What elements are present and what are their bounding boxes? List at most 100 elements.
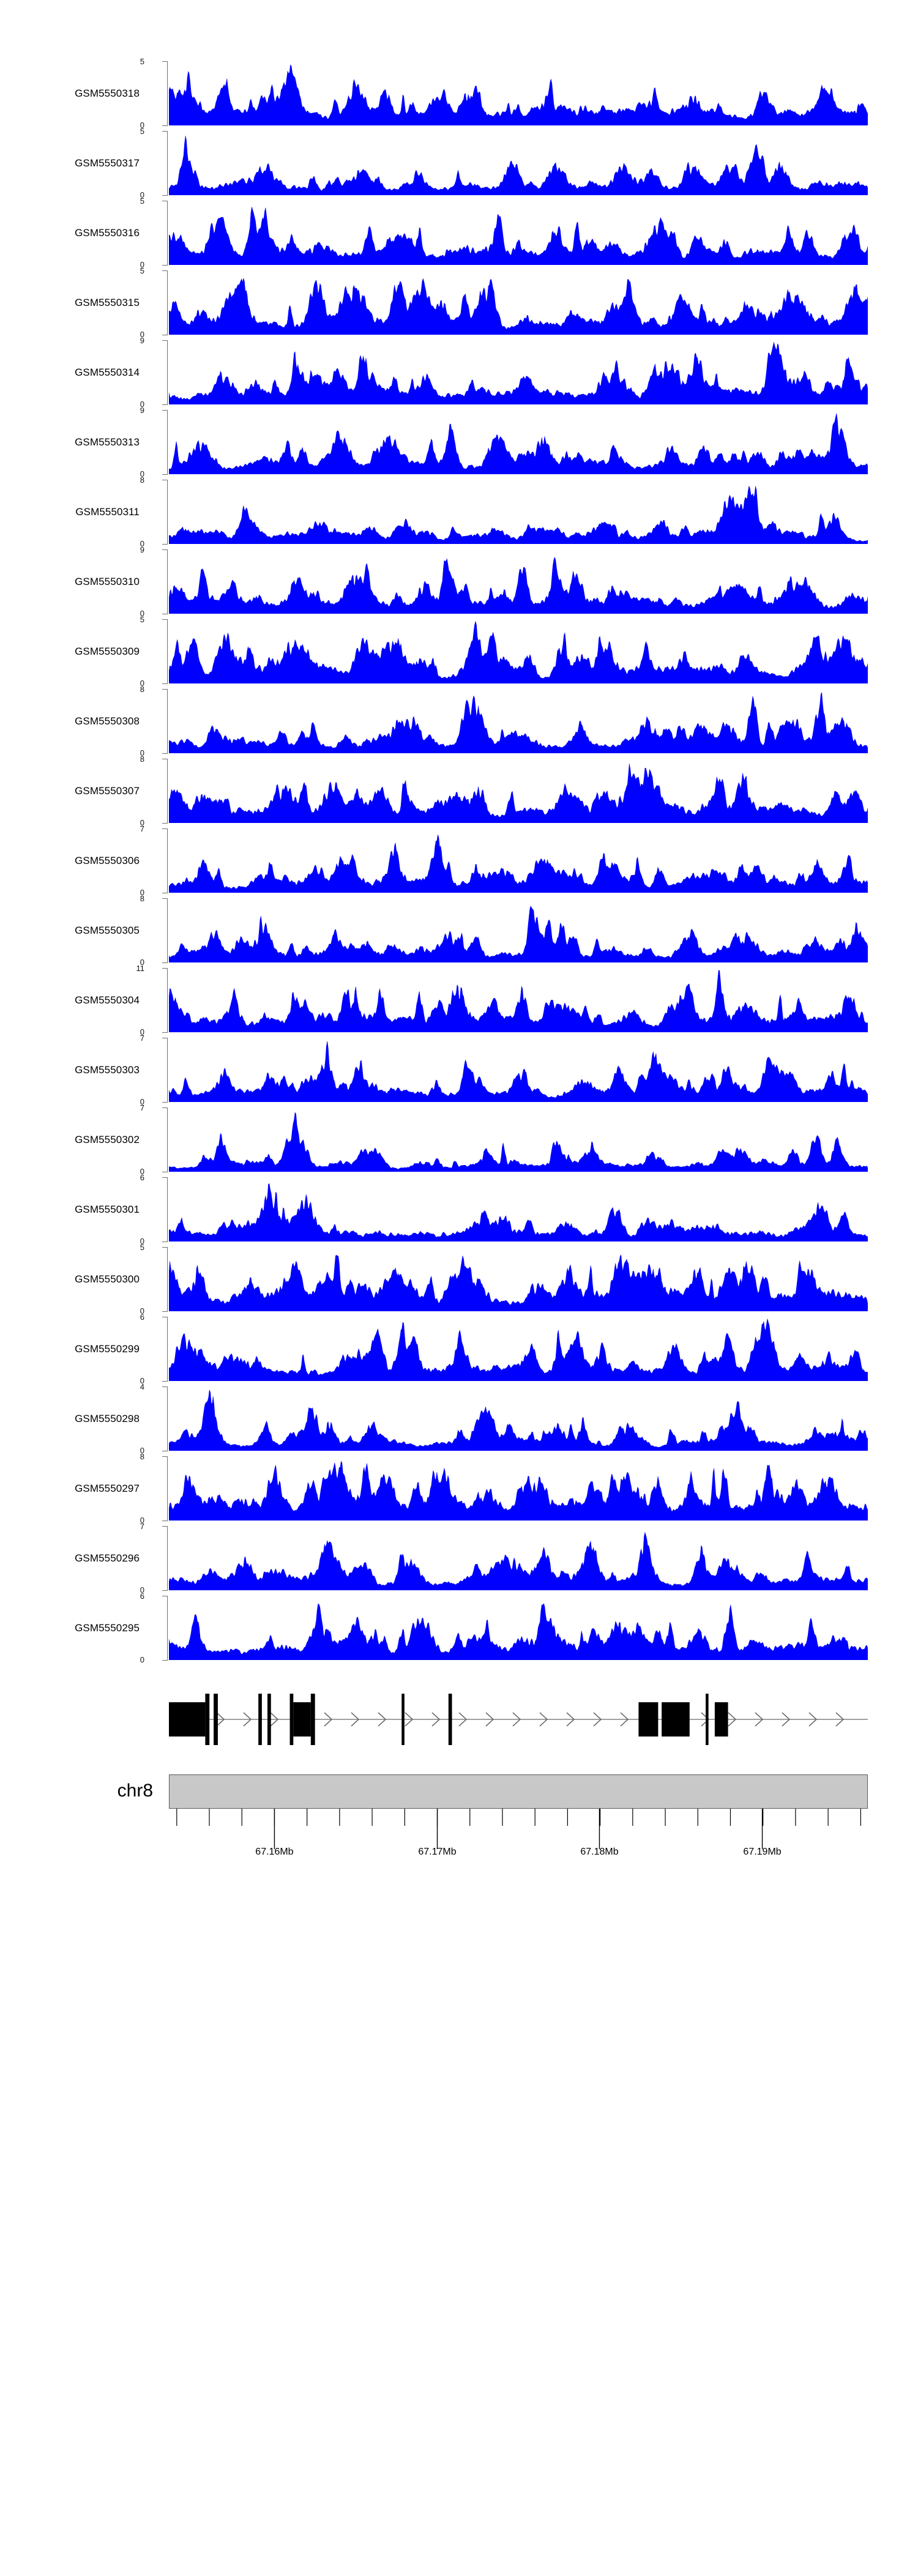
- y-axis-min-label: 0: [140, 609, 144, 618]
- ruler-tick-label: 67.17Mb: [418, 1847, 457, 1857]
- y-axis-max-label: 7: [140, 1522, 144, 1531]
- y-axis-min-label: 0: [140, 818, 144, 827]
- y-axis-max-label: 8: [140, 754, 144, 764]
- y-axis-spine: [167, 1456, 168, 1521]
- y-axis-bottom-tick: [162, 962, 168, 963]
- coverage-area-plot[interactable]: [169, 689, 868, 753]
- y-axis-top-tick: [162, 1247, 168, 1248]
- track-sample-label[interactable]: GSM5550314: [75, 366, 140, 378]
- y-axis-spine: [167, 1247, 168, 1311]
- coverage-area-plot[interactable]: [169, 270, 868, 335]
- y-axis-min-label: 0: [140, 400, 144, 409]
- track-sample-label[interactable]: GSM5550310: [75, 575, 140, 587]
- coverage-area-plot[interactable]: [169, 480, 868, 544]
- ruler-tick-label: 67.18Mb: [580, 1847, 619, 1857]
- y-axis-top-tick: [162, 410, 168, 411]
- genome-coordinate-ruler: 67.16Mb 67.17Mb 67.18Mb 67.19Mb: [169, 1809, 868, 1900]
- y-axis-spine: [167, 61, 168, 125]
- track-sample-label[interactable]: GSM5550296: [75, 1552, 140, 1564]
- y-axis-top-tick: [162, 828, 168, 829]
- y-axis-top-tick: [162, 1526, 168, 1527]
- track-sample-label[interactable]: GSM5550306: [75, 854, 140, 866]
- y-axis-spine: [167, 689, 168, 753]
- y-axis-max-label: 5: [140, 266, 144, 275]
- track-sample-label[interactable]: GSM5550301: [75, 1203, 140, 1215]
- y-axis-min-label: 0: [140, 1237, 144, 1246]
- y-axis-max-label: 8: [140, 894, 144, 903]
- coverage-area-plot[interactable]: [169, 898, 868, 962]
- track-sample-label[interactable]: GSM5550302: [75, 1133, 140, 1145]
- coverage-area-plot[interactable]: [169, 1317, 868, 1381]
- coverage-area-plot[interactable]: [169, 1456, 868, 1521]
- track-sample-label[interactable]: GSM5550313: [75, 436, 140, 448]
- y-axis-max-label: 7: [140, 1103, 144, 1112]
- y-axis-min-label: 0: [140, 190, 144, 199]
- coverage-area-plot[interactable]: [169, 1107, 868, 1172]
- track-sample-label[interactable]: GSM5550317: [75, 157, 140, 169]
- track-sample-label[interactable]: GSM5550318: [75, 87, 140, 99]
- track-sample-label[interactable]: GSM5550316: [75, 226, 140, 239]
- track-sample-label[interactable]: GSM5550309: [75, 645, 140, 657]
- y-axis-bottom-tick: [162, 1660, 168, 1661]
- track-sample-label[interactable]: GSM5550311: [75, 505, 140, 518]
- chromosome-ideogram-bar[interactable]: [169, 1774, 868, 1809]
- y-axis-min-label: 0: [140, 330, 144, 339]
- coverage-area-plot[interactable]: [169, 828, 868, 893]
- y-axis-spine: [167, 1387, 168, 1451]
- y-axis-max-label: 9: [140, 406, 144, 415]
- track-sample-label[interactable]: GSM5550300: [75, 1273, 140, 1285]
- coverage-area-plot[interactable]: [169, 1038, 868, 1102]
- y-axis-spine: [167, 619, 168, 683]
- coverage-area-plot[interactable]: [169, 201, 868, 265]
- coverage-area-plot[interactable]: [169, 1387, 868, 1451]
- y-axis-spine: [167, 1038, 168, 1102]
- y-axis-top-tick: [162, 1107, 168, 1108]
- track-sample-label[interactable]: GSM5550304: [75, 994, 140, 1006]
- y-axis-bottom-tick: [162, 1590, 168, 1591]
- y-axis-spine: [167, 1317, 168, 1381]
- coverage-area-plot[interactable]: [169, 1177, 868, 1241]
- track-sample-label[interactable]: GSM5550298: [75, 1412, 140, 1424]
- coverage-area-plot[interactable]: [169, 968, 868, 1032]
- y-axis-spine: [167, 1596, 168, 1660]
- y-axis-max-label: 8: [140, 1452, 144, 1461]
- y-axis-min-label: 0: [140, 1446, 144, 1455]
- y-axis-min-label: 0: [140, 539, 144, 548]
- y-axis-top-tick: [162, 270, 168, 271]
- track-sample-label[interactable]: GSM5550308: [75, 715, 140, 727]
- chromosome-row: chr8: [0, 1774, 918, 1823]
- coverage-area-plot[interactable]: [169, 1596, 868, 1660]
- y-axis-top-tick: [162, 549, 168, 550]
- gene-model-track[interactable]: [169, 1683, 868, 1756]
- track-sample-label[interactable]: GSM5550303: [75, 1063, 140, 1076]
- track-sample-label[interactable]: GSM5550307: [75, 784, 140, 797]
- track-sample-label[interactable]: GSM5550299: [75, 1342, 140, 1355]
- coverage-area-plot[interactable]: [169, 61, 868, 125]
- y-axis-top-tick: [162, 1456, 168, 1457]
- coverage-area-plot[interactable]: [169, 340, 868, 404]
- coverage-area-plot[interactable]: [169, 1247, 868, 1311]
- coverage-area-plot[interactable]: [169, 131, 868, 195]
- y-axis-top-tick: [162, 340, 168, 341]
- coverage-area-plot[interactable]: [169, 410, 868, 474]
- y-axis-min-label: 0: [140, 1027, 144, 1037]
- track-sample-label[interactable]: GSM5550305: [75, 924, 140, 936]
- y-axis-max-label: 9: [140, 336, 144, 345]
- y-axis-spine: [167, 201, 168, 265]
- y-axis-min-label: 0: [140, 679, 144, 688]
- coverage-area-plot[interactable]: [169, 549, 868, 614]
- y-axis-bottom-tick: [162, 683, 168, 684]
- y-axis-bottom-tick: [162, 1102, 168, 1103]
- coverage-area-plot[interactable]: [169, 1526, 868, 1590]
- coverage-area-plot[interactable]: [169, 759, 868, 823]
- track-sample-label[interactable]: GSM5550295: [75, 1621, 140, 1634]
- y-axis-min-label: 0: [140, 1585, 144, 1595]
- y-axis-spine: [167, 549, 168, 614]
- coverage-area-plot[interactable]: [169, 619, 868, 683]
- y-axis-bottom-tick: [162, 823, 168, 824]
- track-sample-label[interactable]: GSM5550297: [75, 1482, 140, 1494]
- y-axis-max-label: 5: [140, 57, 144, 66]
- y-axis-bottom-tick: [162, 195, 168, 196]
- y-axis-spine: [167, 410, 168, 474]
- track-sample-label[interactable]: GSM5550315: [75, 296, 140, 308]
